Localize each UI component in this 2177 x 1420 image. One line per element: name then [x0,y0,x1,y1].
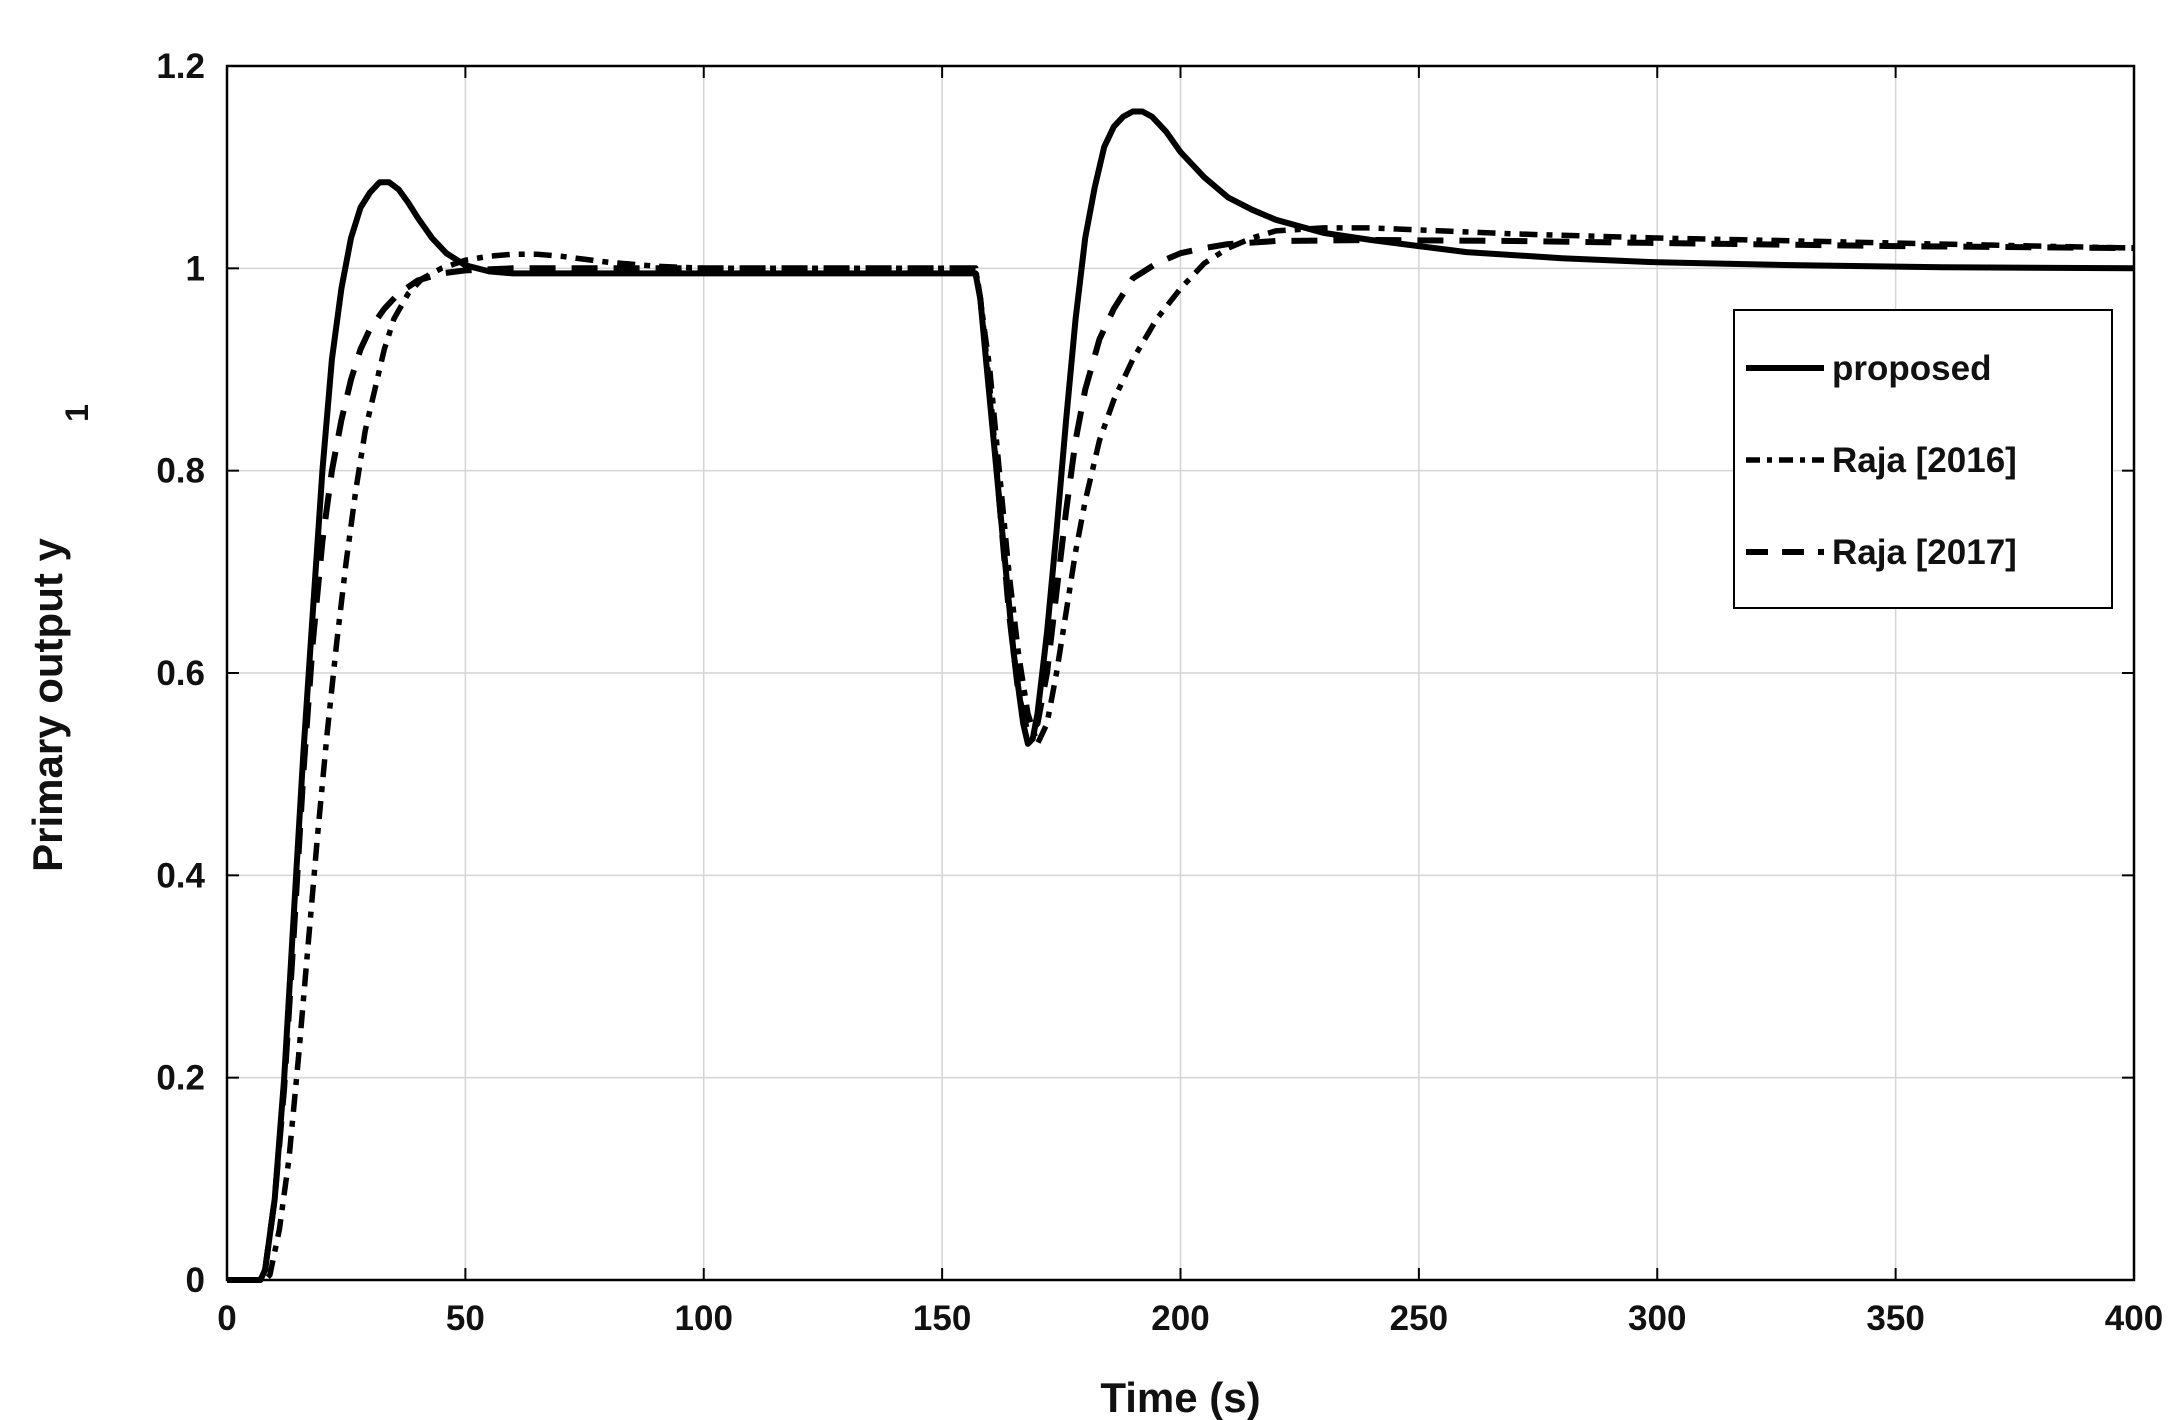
legend-label-0: proposed [1832,349,1991,388]
series-line-0 [227,108,2135,1283]
x-tick-label-2: 100 [675,1299,733,1338]
x-tick-label-4: 200 [1151,1299,1209,1338]
y-tick-label-5: 1 [186,249,205,288]
x-tick-label-0: 0 [217,1299,236,1338]
y-axis-title: Primary output y 1 [24,404,95,872]
legend: proposed Raja [2016] Raja [2017] [1733,309,2113,609]
y-tick-label-6: 1.2 [156,47,205,86]
y-tick-label-0: 0 [186,1261,205,1300]
legend-box [1733,309,2113,609]
x-tick-label-1: 50 [446,1299,485,1338]
series-lines [227,108,2135,1283]
x-tick-label-5: 250 [1390,1299,1448,1338]
x-tick-label-3: 150 [913,1299,971,1338]
legend-items: proposed Raja [2016] Raja [2017] [1746,349,2017,572]
y-tick-label-3: 0.6 [156,654,205,693]
y-axis-title-text: Primary output y [24,538,71,872]
y-tick-label-1: 0.2 [156,1059,205,1098]
series-line-2 [227,237,2135,1283]
legend-label-2: Raja [2017] [1832,533,2017,572]
axis-ticks: 0 50 100 150 200 250 300 350 400 0 0.2 0.4 0.6 0.8 1 1.… [156,47,2163,1338]
y-tick-label-4: 0.8 [156,452,205,491]
x-tick-label-6: 300 [1628,1299,1686,1338]
x-tick-label-7: 350 [1866,1299,1924,1338]
y-tick-label-2: 0.4 [156,856,205,895]
x-axis-title: Time (s) [1100,1374,1260,1420]
y-axis-title-subscript: 1 [59,404,95,422]
legend-label-1: Raja [2016] [1832,441,2017,480]
x-tick-label-8: 400 [2105,1299,2163,1338]
